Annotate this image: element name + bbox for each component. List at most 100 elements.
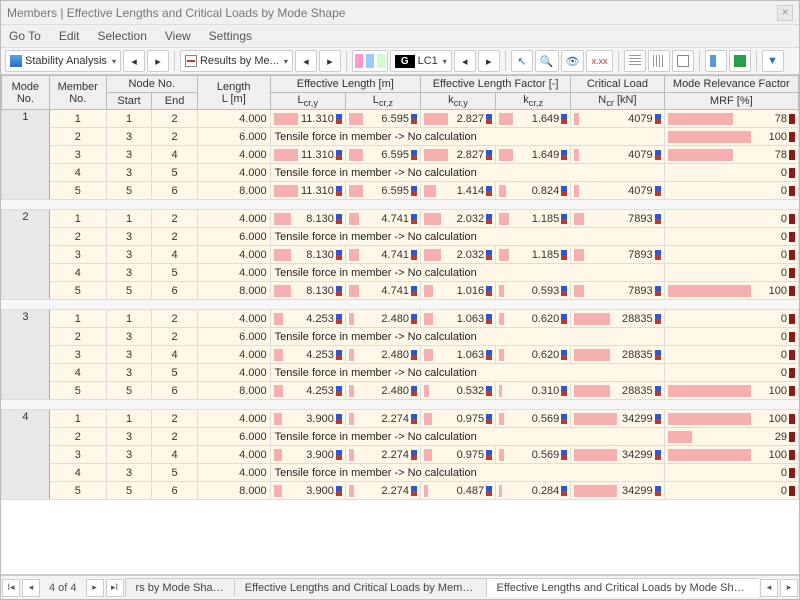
col-ncr[interactable]: Ncr [kN] <box>571 93 664 110</box>
table-row[interactable]: 21124.0008.1304.7412.0321.18578930 <box>2 210 799 228</box>
tensile-note: Tensile force in member -> No calculatio… <box>270 128 664 146</box>
table-row[interactable]: 5568.00011.3106.5951.4140.82440790 <box>2 182 799 200</box>
sheet-tab[interactable]: Effective Lengths and Critical Loads by … <box>486 578 759 597</box>
member-cell: 4 <box>49 464 106 482</box>
table-row[interactable]: 3344.0008.1304.7412.0321.18578930 <box>2 246 799 264</box>
mrf-cell: 100 <box>664 382 798 400</box>
tab-prev-icon[interactable]: ◂ <box>22 579 40 597</box>
table-row[interactable]: 2326.000Tensile force in member -> No ca… <box>2 428 799 446</box>
tensile-note: Tensile force in member -> No calculatio… <box>270 164 664 182</box>
group-separator <box>2 200 799 210</box>
table-row[interactable]: 5568.0004.2532.4800.5320.31028835100 <box>2 382 799 400</box>
group-separator <box>2 300 799 310</box>
col-efffac[interactable]: Effective Length Factor [-] <box>420 76 570 93</box>
tool-grid2-icon[interactable] <box>648 50 670 72</box>
col-node[interactable]: Node No. <box>106 76 197 93</box>
tool-find-icon[interactable]: 🔍 <box>535 50 559 72</box>
sheet-tab[interactable]: Effective Lengths and Critical Loads by … <box>234 578 487 597</box>
col-lcry[interactable]: Lcr,y <box>270 93 345 110</box>
table-row[interactable]: 3344.0004.2532.4801.0630.620288350 <box>2 346 799 364</box>
color-swatches[interactable] <box>352 50 388 72</box>
table-row[interactable]: 4354.000Tensile force in member -> No ca… <box>2 364 799 382</box>
col-lcrz[interactable]: Lcr,z <box>345 93 420 110</box>
col-kcry[interactable]: kcr,y <box>420 93 495 110</box>
tool-table-icon[interactable] <box>672 50 694 72</box>
lcry-cell: 3.900 <box>270 410 345 428</box>
tool-grid1-icon[interactable] <box>624 50 646 72</box>
nav-prev2-icon[interactable]: ◂ <box>295 50 317 72</box>
mrf-cell: 0 <box>664 182 798 200</box>
col-efflen[interactable]: Effective Length [m] <box>270 76 420 93</box>
start-cell: 5 <box>106 282 152 300</box>
length-cell: 4.000 <box>197 364 270 382</box>
member-cell: 4 <box>49 364 106 382</box>
kcrz-cell: 0.620 <box>496 310 571 328</box>
ncr-cell: 4079 <box>571 110 664 128</box>
tool-view-icon[interactable]: 👁 <box>561 50 585 72</box>
table-row[interactable]: 4354.000Tensile force in member -> No ca… <box>2 164 799 182</box>
col-start[interactable]: Start <box>106 93 152 110</box>
lc-prev-icon[interactable]: ◂ <box>454 50 476 72</box>
loadcase-dropdown[interactable]: GLC1 <box>390 50 452 72</box>
member-cell: 2 <box>49 228 106 246</box>
title-bar: Members | Effective Lengths and Critical… <box>1 1 799 25</box>
nav-next2-icon[interactable]: ▸ <box>319 50 341 72</box>
table-row[interactable]: 4354.000Tensile force in member -> No ca… <box>2 264 799 282</box>
table-row[interactable]: 31124.0004.2532.4801.0630.620288350 <box>2 310 799 328</box>
table-row[interactable]: 2326.000Tensile force in member -> No ca… <box>2 128 799 146</box>
ncr-cell: 4079 <box>571 146 664 164</box>
menu-edit[interactable]: Edit <box>59 29 80 43</box>
kcry-cell: 2.032 <box>420 210 495 228</box>
nav-prev-icon[interactable]: ◂ <box>123 50 145 72</box>
tab-next-icon[interactable]: ▸ <box>86 579 104 597</box>
table-row[interactable]: 2326.000Tensile force in member -> No ca… <box>2 228 799 246</box>
col-mrf-top[interactable]: Mode Relevance Factor <box>664 76 798 93</box>
tool-filter-icon[interactable]: ▼ <box>762 50 784 72</box>
table-row[interactable]: 11124.00011.3106.5952.8271.649407978 <box>2 110 799 128</box>
tab-scroll-left-icon[interactable]: ◂ <box>760 579 778 597</box>
nav-next-icon[interactable]: ▸ <box>147 50 169 72</box>
table-row[interactable]: 5568.0008.1304.7411.0160.5937893100 <box>2 282 799 300</box>
tab-last-icon[interactable]: ▸I <box>106 579 124 597</box>
col-mrf[interactable]: MRF [%] <box>664 93 798 110</box>
mrf-cell: 0 <box>664 346 798 364</box>
kcry-cell: 1.414 <box>420 182 495 200</box>
lc-next-icon[interactable]: ▸ <box>478 50 500 72</box>
col-length[interactable]: LengthL [m] <box>197 76 270 110</box>
tool-select-icon[interactable]: ↖ <box>511 50 533 72</box>
lcrz-cell: 6.595 <box>345 182 420 200</box>
tensile-note: Tensile force in member -> No calculatio… <box>270 328 664 346</box>
menu-go-to[interactable]: Go To <box>9 29 41 43</box>
mrf-cell: 29 <box>664 428 798 446</box>
length-cell: 4.000 <box>197 410 270 428</box>
close-icon[interactable]: ✕ <box>777 5 793 21</box>
table-scroll-area[interactable]: ModeNo. MemberNo. Node No. LengthL [m] E… <box>1 75 799 575</box>
mrf-cell: 0 <box>664 364 798 382</box>
table-row[interactable]: 3344.00011.3106.5952.8271.649407978 <box>2 146 799 164</box>
col-mode[interactable]: ModeNo. <box>2 76 50 110</box>
table-row[interactable]: 41124.0003.9002.2740.9750.56934299100 <box>2 410 799 428</box>
menu-selection[interactable]: Selection <box>98 29 147 43</box>
table-row[interactable]: 3344.0003.9002.2740.9750.56934299100 <box>2 446 799 464</box>
menu-view[interactable]: View <box>165 29 191 43</box>
mrf-cell: 100 <box>664 446 798 464</box>
col-kcrz[interactable]: kcr,z <box>496 93 571 110</box>
col-crit[interactable]: Critical Load <box>571 76 664 93</box>
menu-settings[interactable]: Settings <box>209 29 252 43</box>
table-row[interactable]: 4354.000Tensile force in member -> No ca… <box>2 464 799 482</box>
table-row[interactable]: 2326.000Tensile force in member -> No ca… <box>2 328 799 346</box>
sheet-tab[interactable]: rs by Mode Shape <box>125 578 235 597</box>
table-row[interactable]: 5568.0003.9002.2740.4870.284342990 <box>2 482 799 500</box>
tab-scroll-right-icon[interactable]: ▸ <box>780 579 798 597</box>
tab-first-icon[interactable]: I◂ <box>2 579 20 597</box>
results-dropdown[interactable]: Results by Me... <box>180 50 293 72</box>
tool-decimal-icon[interactable]: x.xx <box>586 50 612 72</box>
tool-export-icon[interactable] <box>729 50 751 72</box>
start-cell: 3 <box>106 164 152 182</box>
col-end[interactable]: End <box>152 93 198 110</box>
col-member[interactable]: MemberNo. <box>49 76 106 110</box>
results-table: ModeNo. MemberNo. Node No. LengthL [m] E… <box>1 75 799 500</box>
tool-layout-icon[interactable] <box>705 50 727 72</box>
kcrz-cell: 1.649 <box>496 146 571 164</box>
stability-dropdown[interactable]: Stability Analysis <box>5 50 121 72</box>
